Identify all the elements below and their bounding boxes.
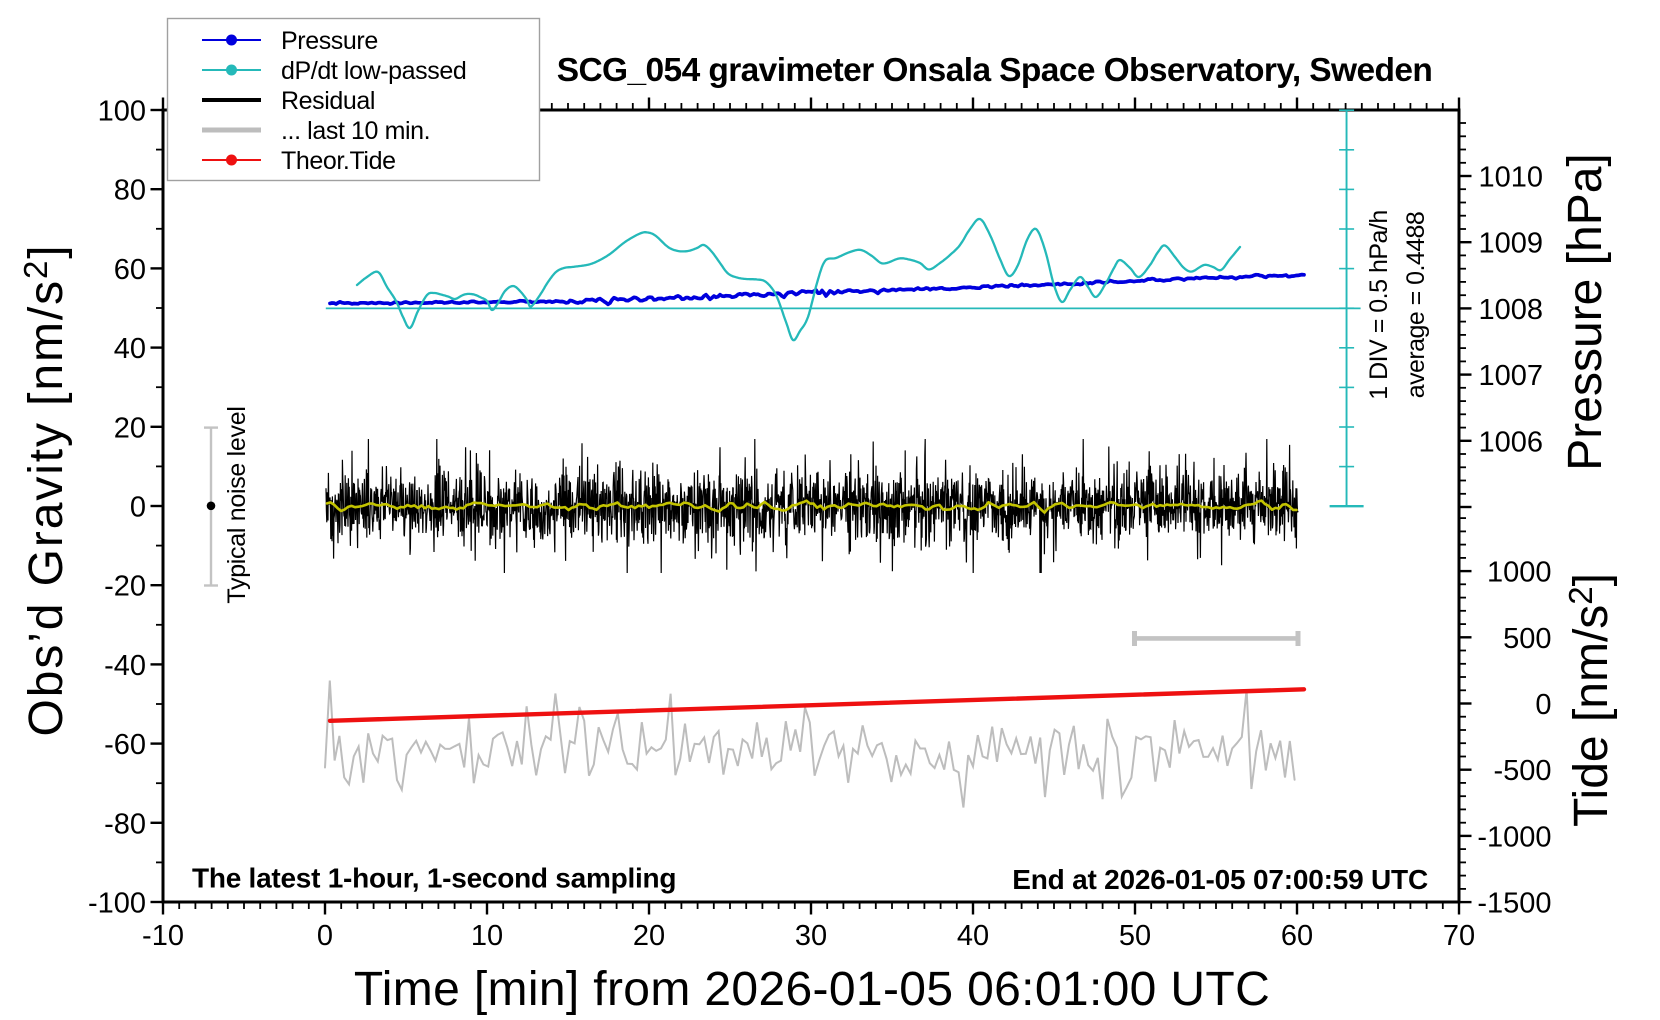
svg-text:10: 10: [471, 920, 503, 952]
svg-text:0: 0: [130, 492, 146, 524]
svg-text:-1000: -1000: [1477, 821, 1551, 853]
svg-text:1010: 1010: [1478, 162, 1543, 194]
svg-text:SCG_054 gravimeter Onsala Spac: SCG_054 gravimeter Onsala Space Observat…: [557, 52, 1433, 89]
svg-text:-20: -20: [104, 571, 146, 603]
svg-text:1009: 1009: [1478, 228, 1543, 260]
svg-text:Residual: Residual: [281, 87, 375, 115]
svg-text:80: 80: [114, 175, 146, 207]
svg-text:Time [min] from 2026-01-05 06:: Time [min] from 2026-01-05 06:01:00 UTC: [354, 963, 1270, 1016]
svg-text:40: 40: [114, 333, 146, 365]
svg-text:Pressure: Pressure: [281, 27, 378, 55]
svg-text:40: 40: [957, 920, 989, 952]
svg-text:1007: 1007: [1478, 360, 1543, 392]
svg-text:-80: -80: [104, 808, 146, 840]
svg-text:1000: 1000: [1487, 557, 1552, 589]
svg-text:20: 20: [633, 920, 665, 952]
svg-text:Pressure [hPa]: Pressure [hPa]: [1559, 153, 1612, 470]
svg-text:100: 100: [98, 96, 146, 128]
svg-text:average = 0.4488: average = 0.4488: [1402, 212, 1430, 399]
svg-text:Tide [nm/s2]: Tide [nm/s2]: [1562, 573, 1618, 827]
svg-text:500: 500: [1503, 623, 1551, 655]
svg-text:0: 0: [317, 920, 333, 952]
svg-text:Theor.Tide: Theor.Tide: [281, 147, 396, 175]
svg-text:-60: -60: [104, 729, 146, 761]
svg-text:-500: -500: [1493, 755, 1551, 787]
svg-text:70: 70: [1443, 920, 1475, 952]
svg-text:-10: -10: [142, 920, 184, 952]
svg-text:1008: 1008: [1478, 294, 1543, 326]
svg-text:The latest 1-hour, 1-second sa: The latest 1-hour, 1-second sampling: [192, 863, 676, 894]
svg-text:Typical noise level: Typical noise level: [223, 406, 251, 603]
svg-text:Obs’d Gravity [nm/s2]: Obs’d Gravity [nm/s2]: [17, 243, 73, 736]
svg-text:1 DIV = 0.5 hPa/h: 1 DIV = 0.5 hPa/h: [1365, 210, 1393, 400]
svg-text:End at 2026-01-05 07:00:59 UTC: End at 2026-01-05 07:00:59 UTC: [1012, 864, 1428, 895]
svg-text:1006: 1006: [1478, 426, 1543, 458]
svg-text:-40: -40: [104, 650, 146, 682]
svg-text:20: 20: [114, 412, 146, 444]
svg-text:... last 10 min.: ... last 10 min.: [281, 117, 430, 145]
svg-text:60: 60: [1281, 920, 1313, 952]
svg-text:dP/dt low-passed: dP/dt low-passed: [281, 57, 466, 85]
svg-text:60: 60: [114, 254, 146, 286]
svg-text:50: 50: [1119, 920, 1151, 952]
svg-text:-100: -100: [88, 888, 146, 920]
svg-text:-1500: -1500: [1477, 888, 1551, 920]
svg-text:30: 30: [795, 920, 827, 952]
svg-text:0: 0: [1535, 689, 1551, 721]
